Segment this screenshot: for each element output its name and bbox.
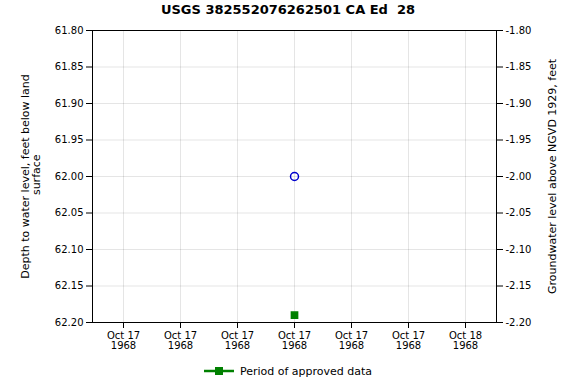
svg-text:-1.90: -1.90 bbox=[506, 98, 532, 109]
html-text:USGS 382552076262501 CA Ed 28: USGS 382552076262501 CA Ed 28 bbox=[160, 2, 416, 17]
svg-text:61.95: 61.95 bbox=[55, 134, 84, 145]
svg-text:Groundwater level above NGVD 1: Groundwater level above NGVD 1929, feet bbox=[546, 58, 559, 294]
svg-text:62.00: 62.00 bbox=[55, 171, 84, 182]
svg-text:-1.95: -1.95 bbox=[506, 134, 532, 145]
svg-text:61.90: 61.90 bbox=[55, 98, 84, 109]
svg-text:Oct 171968: Oct 171968 bbox=[278, 330, 311, 351]
svg-text:-1.85: -1.85 bbox=[506, 61, 532, 72]
svg-text:Depth to water level, feet bel: Depth to water level, feet below land su… bbox=[19, 74, 43, 279]
svg-text:62.05: 62.05 bbox=[55, 207, 84, 218]
svg-text:62.20: 62.20 bbox=[55, 317, 84, 328]
svg-text:-2.05: -2.05 bbox=[506, 207, 532, 218]
svg-text:-1.80: -1.80 bbox=[506, 25, 532, 36]
svg-text:-2.10: -2.10 bbox=[506, 244, 532, 255]
svg-text:61.80: 61.80 bbox=[55, 25, 84, 36]
svg-text:-2.15: -2.15 bbox=[506, 280, 532, 291]
svg-text:Oct 181968: Oct 181968 bbox=[449, 330, 482, 351]
svg-text:61.85: 61.85 bbox=[55, 61, 84, 72]
svg-text:62.15: 62.15 bbox=[55, 280, 84, 291]
svg-text:Oct 171968: Oct 171968 bbox=[107, 330, 140, 351]
svg-text:Oct 171968: Oct 171968 bbox=[392, 330, 425, 351]
svg-text:-2.00: -2.00 bbox=[506, 171, 532, 182]
svg-text:Oct 171968: Oct 171968 bbox=[221, 330, 254, 351]
svg-text:62.10: 62.10 bbox=[55, 244, 84, 255]
svg-text:Oct 171968: Oct 171968 bbox=[335, 330, 368, 351]
svg-text:Oct 171968: Oct 171968 bbox=[164, 330, 197, 351]
svg-text:-2.20: -2.20 bbox=[506, 317, 532, 328]
html-text:Period of approved data: Period of approved data bbox=[239, 364, 373, 378]
